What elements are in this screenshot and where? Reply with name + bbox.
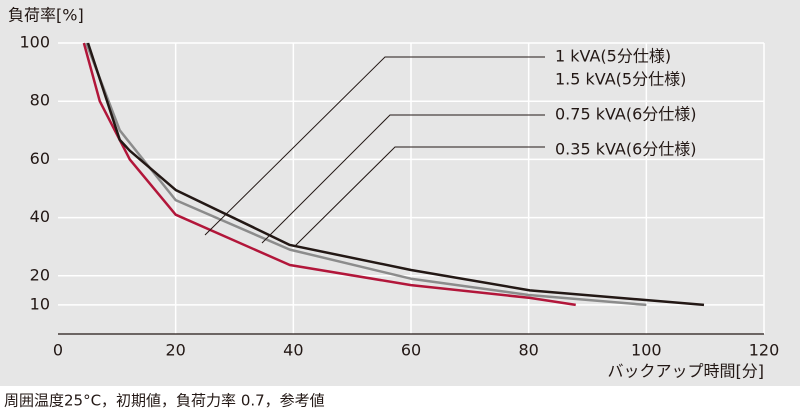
footnote: 周囲温度25°C，初期値，負荷力率 0.7，参考値 [4, 392, 325, 410]
x-tick-label: 60 [401, 341, 421, 360]
series-line [82, 42, 576, 307]
leader-line [294, 146, 545, 247]
y-tick-label: 100 [19, 33, 50, 52]
y-tick-label: 10 [30, 294, 50, 313]
legend-label: 1.5 kVA(5分仕様) [555, 70, 686, 89]
x-tick-label: 100 [631, 341, 662, 360]
x-tick-label: 0 [53, 341, 63, 360]
x-tick-label: 40 [283, 341, 303, 360]
x-tick-label: 20 [165, 341, 185, 360]
legend-label: 1 kVA(5分仕様) [555, 47, 671, 66]
x-axis-label: バックアップ時間[分] [608, 362, 765, 381]
legend-label: 0.75 kVA(6分仕様) [555, 105, 697, 124]
y-axis-label: 負荷率[%] [8, 6, 84, 25]
y-tick-label: 60 [30, 149, 50, 168]
legend-label: 0.35 kVA(6分仕様) [555, 140, 697, 159]
chart-background [0, 0, 800, 386]
x-tick-label: 120 [749, 341, 780, 360]
x-tick-label: 80 [518, 341, 538, 360]
y-tick-label: 80 [30, 91, 50, 110]
leader-line [261, 114, 545, 244]
y-tick-label: 20 [30, 265, 50, 284]
series-line [85, 42, 647, 307]
leader-line [204, 56, 545, 236]
series-line [86, 42, 705, 307]
y-tick-label: 40 [30, 207, 50, 226]
